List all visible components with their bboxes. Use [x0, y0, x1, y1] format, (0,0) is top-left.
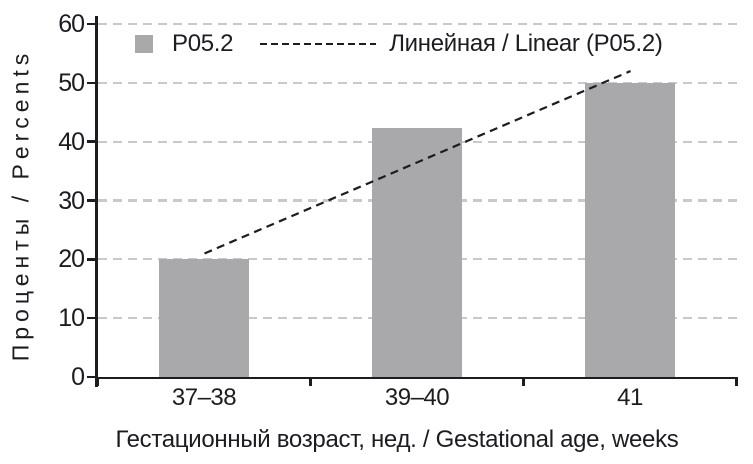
legend-trendline-sample-icon [260, 42, 377, 46]
gridline [97, 22, 737, 26]
y-tick-mark [86, 199, 96, 202]
bar-41 [585, 82, 675, 377]
y-tick-mark [86, 375, 96, 379]
y-tick-mark [86, 81, 96, 85]
y-axis-line [95, 16, 98, 387]
x-tick-mark [309, 377, 312, 386]
x-tick-mark [735, 377, 738, 386]
y-tick-label: 20 [58, 245, 85, 274]
y-tick-label: 30 [58, 186, 85, 215]
y-tick-label: 0 [71, 363, 85, 391]
gridline [97, 81, 737, 84]
y-tick-mark [86, 316, 96, 320]
x-tick-label: 41 [617, 384, 643, 411]
y-tick-label: 50 [58, 68, 85, 97]
bar-39–40 [372, 128, 462, 377]
x-tick-label: 39–40 [384, 384, 450, 411]
x-axis-title: Гестационный возраст, нед. / Gestational… [115, 426, 679, 453]
x-tick-mark [96, 377, 99, 386]
y-tick-mark [86, 258, 96, 261]
trendline [203, 70, 631, 255]
y-tick-mark [86, 140, 96, 143]
y-tick-label: 10 [58, 304, 85, 333]
legend-series-swatch [135, 35, 153, 53]
x-tick-mark [522, 377, 525, 386]
legend: P05.2 Линейная / Linear (P05.2) [135, 30, 663, 57]
y-tick-label: 40 [58, 127, 85, 156]
legend-series-label: P05.2 [172, 30, 234, 57]
plot-area [97, 22, 737, 377]
y-tick-label: 60 [58, 10, 85, 38]
legend-trendline-label: Линейная / Linear (P05.2) [389, 30, 663, 57]
x-tick-label: 37–38 [171, 384, 237, 411]
bar-37–38 [159, 259, 249, 377]
y-tick-mark [86, 22, 96, 26]
trendline-segment [203, 70, 631, 255]
x-axis-line [95, 376, 738, 379]
